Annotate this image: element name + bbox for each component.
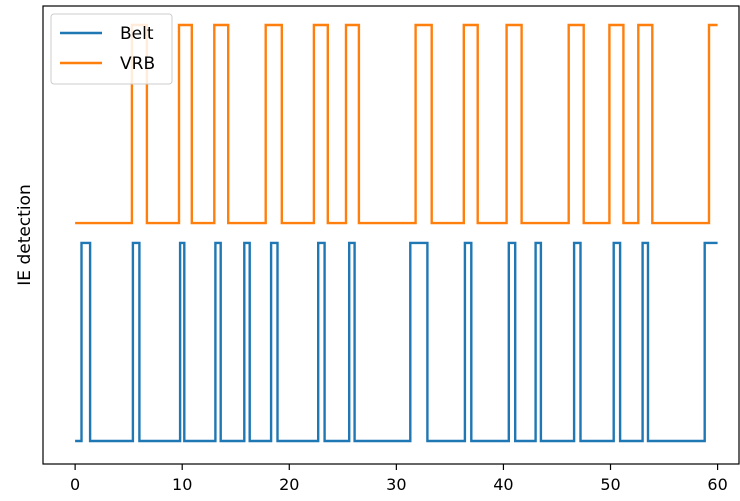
legend-label-vrb: VRB bbox=[120, 54, 155, 74]
x-tick-label: 20 bbox=[279, 475, 299, 494]
y-axis-label: IE detection bbox=[15, 184, 35, 285]
legend-label-belt: Belt bbox=[120, 24, 154, 44]
x-tick-label: 0 bbox=[70, 475, 80, 494]
series-line-belt bbox=[75, 241, 718, 443]
series-line-vrb bbox=[75, 23, 718, 225]
legend-box bbox=[50, 13, 173, 85]
x-tick-label: 60 bbox=[707, 475, 727, 494]
x-tick-label: 50 bbox=[600, 475, 620, 494]
x-axis: 0 10 20 30 40 50 60 bbox=[70, 464, 728, 494]
axes-frame bbox=[42, 5, 740, 465]
x-tick-label: 40 bbox=[493, 475, 513, 494]
legend: Belt VRB bbox=[50, 13, 173, 85]
plot-area bbox=[75, 23, 718, 443]
x-tick-label: 30 bbox=[386, 475, 406, 494]
x-tick-label: 10 bbox=[172, 475, 192, 494]
